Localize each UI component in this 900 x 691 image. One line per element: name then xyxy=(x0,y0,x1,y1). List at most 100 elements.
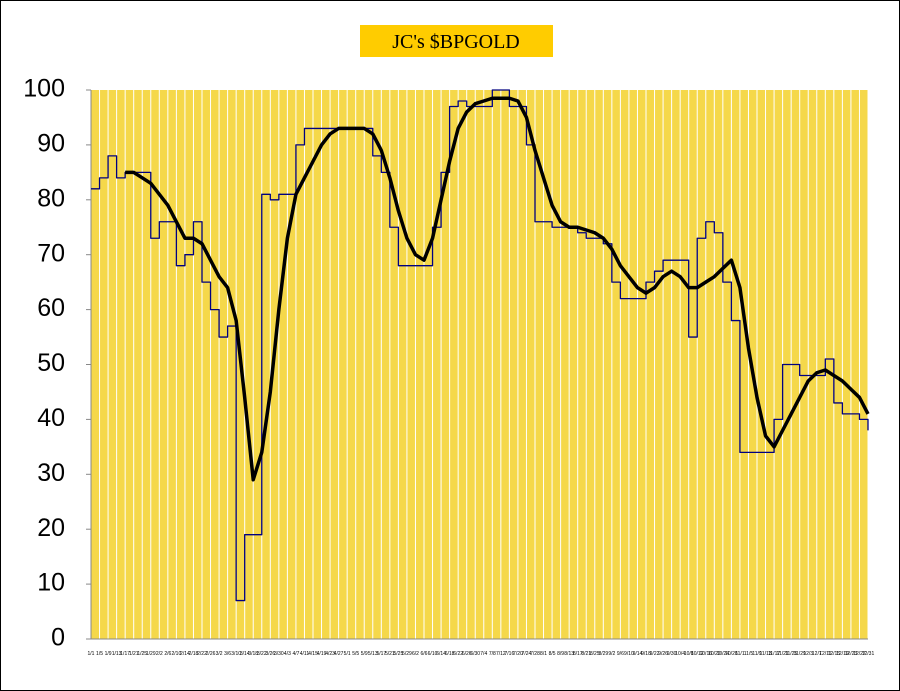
x-tick-label: 5/29 xyxy=(402,651,412,657)
x-tick-label: 6/26 xyxy=(462,651,472,657)
x-tick-label: 4/7 xyxy=(292,651,299,657)
x-tick-label: 5/13 xyxy=(368,651,378,657)
plot-area xyxy=(91,90,868,639)
x-tick-label: 11/25 xyxy=(785,651,797,657)
x-tick-label: 8/21 xyxy=(581,651,591,657)
y-tick-label: 70 xyxy=(37,239,65,267)
x-tick-label: 9/10 xyxy=(624,651,634,657)
x-tick-label: 1/5 xyxy=(96,651,103,657)
x-tick-label: 9/30 xyxy=(667,651,677,657)
x-tick-label: 1/13 xyxy=(112,651,122,657)
y-tick-label: 40 xyxy=(37,404,65,432)
x-tick-label: 10/20 xyxy=(708,651,721,657)
x-tick-label: 6/10 xyxy=(428,651,438,657)
x-tick-label: 8/25 xyxy=(590,651,600,657)
x-tick-label: 8/29 xyxy=(598,651,608,657)
y-tick-label: 10 xyxy=(37,569,65,597)
y-tick-label: 90 xyxy=(37,130,65,158)
x-tick-label: 11/9 xyxy=(752,651,762,657)
x-tick-label: 9/6 xyxy=(617,651,624,657)
y-tick-label: 30 xyxy=(37,459,65,487)
x-tick-label: 11/17 xyxy=(768,651,780,657)
x-tick-label: 2/10 xyxy=(172,651,182,657)
x-tick-label: 8/5 xyxy=(549,651,556,657)
x-tick-label: 11/13 xyxy=(759,651,771,657)
x-tick-label: 5/1 xyxy=(344,651,351,657)
y-tick-label: 20 xyxy=(37,514,65,542)
x-tick-label: 11/21 xyxy=(777,651,789,657)
x-tick-label: 3/30 xyxy=(274,651,284,657)
x-tick-label: 1/1 xyxy=(88,651,95,657)
y-tick-label: 100 xyxy=(23,75,65,103)
x-tick-label: 12/19 xyxy=(836,651,849,657)
x-tick-label: 11/5 xyxy=(744,651,754,657)
x-tick-label: 7/20 xyxy=(513,651,523,657)
x-tick-label: 6/6 xyxy=(421,651,428,657)
x-tick-label: 11/1 xyxy=(735,651,745,657)
y-tick-label: 0 xyxy=(51,624,65,652)
x-tick-label: 3/6 xyxy=(224,651,231,657)
x-tick-label: 1/21 xyxy=(129,651,139,657)
chart-title: JC's $BPGOLD xyxy=(392,31,520,53)
x-tick-label: 12/15 xyxy=(828,651,841,657)
x-tick-label: 7/16 xyxy=(505,651,515,657)
x-tick-label: 4/3 xyxy=(284,651,291,657)
x-tick-label: 2/2 xyxy=(156,651,163,657)
x-tick-label: 10/16 xyxy=(700,651,713,657)
x-tick-label: 7/4 xyxy=(480,651,487,657)
x-tick-label: 8/13 xyxy=(564,651,574,657)
x-tick-label: 5/9 xyxy=(361,651,368,657)
x-tick-label: 5/25 xyxy=(394,651,404,657)
x-tick-label: 12/31 xyxy=(862,651,875,657)
x-tick-label: 6/2 xyxy=(412,651,419,657)
x-tick-label: 9/26 xyxy=(658,651,668,657)
x-tick-label: 6/22 xyxy=(453,651,463,657)
y-tick-label: 60 xyxy=(37,294,65,322)
x-tick-label: 8/9 xyxy=(557,651,564,657)
data-line xyxy=(91,89,869,602)
x-tick-label: 4/19 xyxy=(317,651,327,657)
x-tick-label: 10/28 xyxy=(725,651,738,657)
x-tick-label: 7/12 xyxy=(496,651,506,657)
x-tick-label: 12/23 xyxy=(845,651,858,657)
x-tick-label: 2/26 xyxy=(206,651,216,657)
x-tick-label: 1/25 xyxy=(137,651,147,657)
x-tick-label: 10/12 xyxy=(691,651,704,657)
x-tick-label: 6/14 xyxy=(436,651,446,657)
x-tick-label: 4/27 xyxy=(334,651,344,657)
x-tick-label: 3/26 xyxy=(265,651,275,657)
x-tick-label: 12/7 xyxy=(812,651,822,657)
x-tick-label: 8/17 xyxy=(573,651,583,657)
x-tick-label: 3/10 xyxy=(231,651,241,657)
x-tick-label: 10/8 xyxy=(684,651,694,657)
x-tick-label: 10/4 xyxy=(675,651,685,657)
x-tick-label: 2/18 xyxy=(189,651,199,657)
x-tick-label: 4/11 xyxy=(300,651,310,657)
x-tick-label: 5/21 xyxy=(385,651,395,657)
y-tick-label: 80 xyxy=(37,184,65,212)
y-tick-label: 50 xyxy=(37,349,65,377)
x-tick-label: 9/18 xyxy=(641,651,651,657)
x-tick-label: 5/17 xyxy=(376,651,386,657)
x-tick-label: 5/5 xyxy=(352,651,359,657)
x-tick-label: 12/3 xyxy=(803,651,813,657)
x-tick-label: 2/14 xyxy=(180,651,190,657)
title-box xyxy=(360,25,553,57)
x-tick-label: 1/29 xyxy=(146,651,156,657)
x-tick-label: 2/6 xyxy=(164,651,171,657)
x-tick-label: 1/9 xyxy=(105,651,112,657)
x-tick-label: 6/18 xyxy=(445,651,455,657)
x-tick-label: 11/29 xyxy=(794,651,806,657)
x-tick-label: 4/23 xyxy=(325,651,335,657)
x-tick-label: 12/27 xyxy=(853,651,866,657)
x-tick-label: 4/15 xyxy=(308,651,318,657)
x-tick-label: 3/18 xyxy=(248,651,258,657)
x-tick-label: 9/22 xyxy=(650,651,660,657)
x-tick-label: 9/14 xyxy=(633,651,643,657)
x-tick-label: 9/2 xyxy=(608,651,615,657)
x-tick-label: 7/8 xyxy=(489,651,496,657)
x-tick-label: 7/28 xyxy=(530,651,540,657)
x-tick-label: 8/1 xyxy=(540,651,547,657)
x-tick-label: 10/24 xyxy=(717,651,730,657)
